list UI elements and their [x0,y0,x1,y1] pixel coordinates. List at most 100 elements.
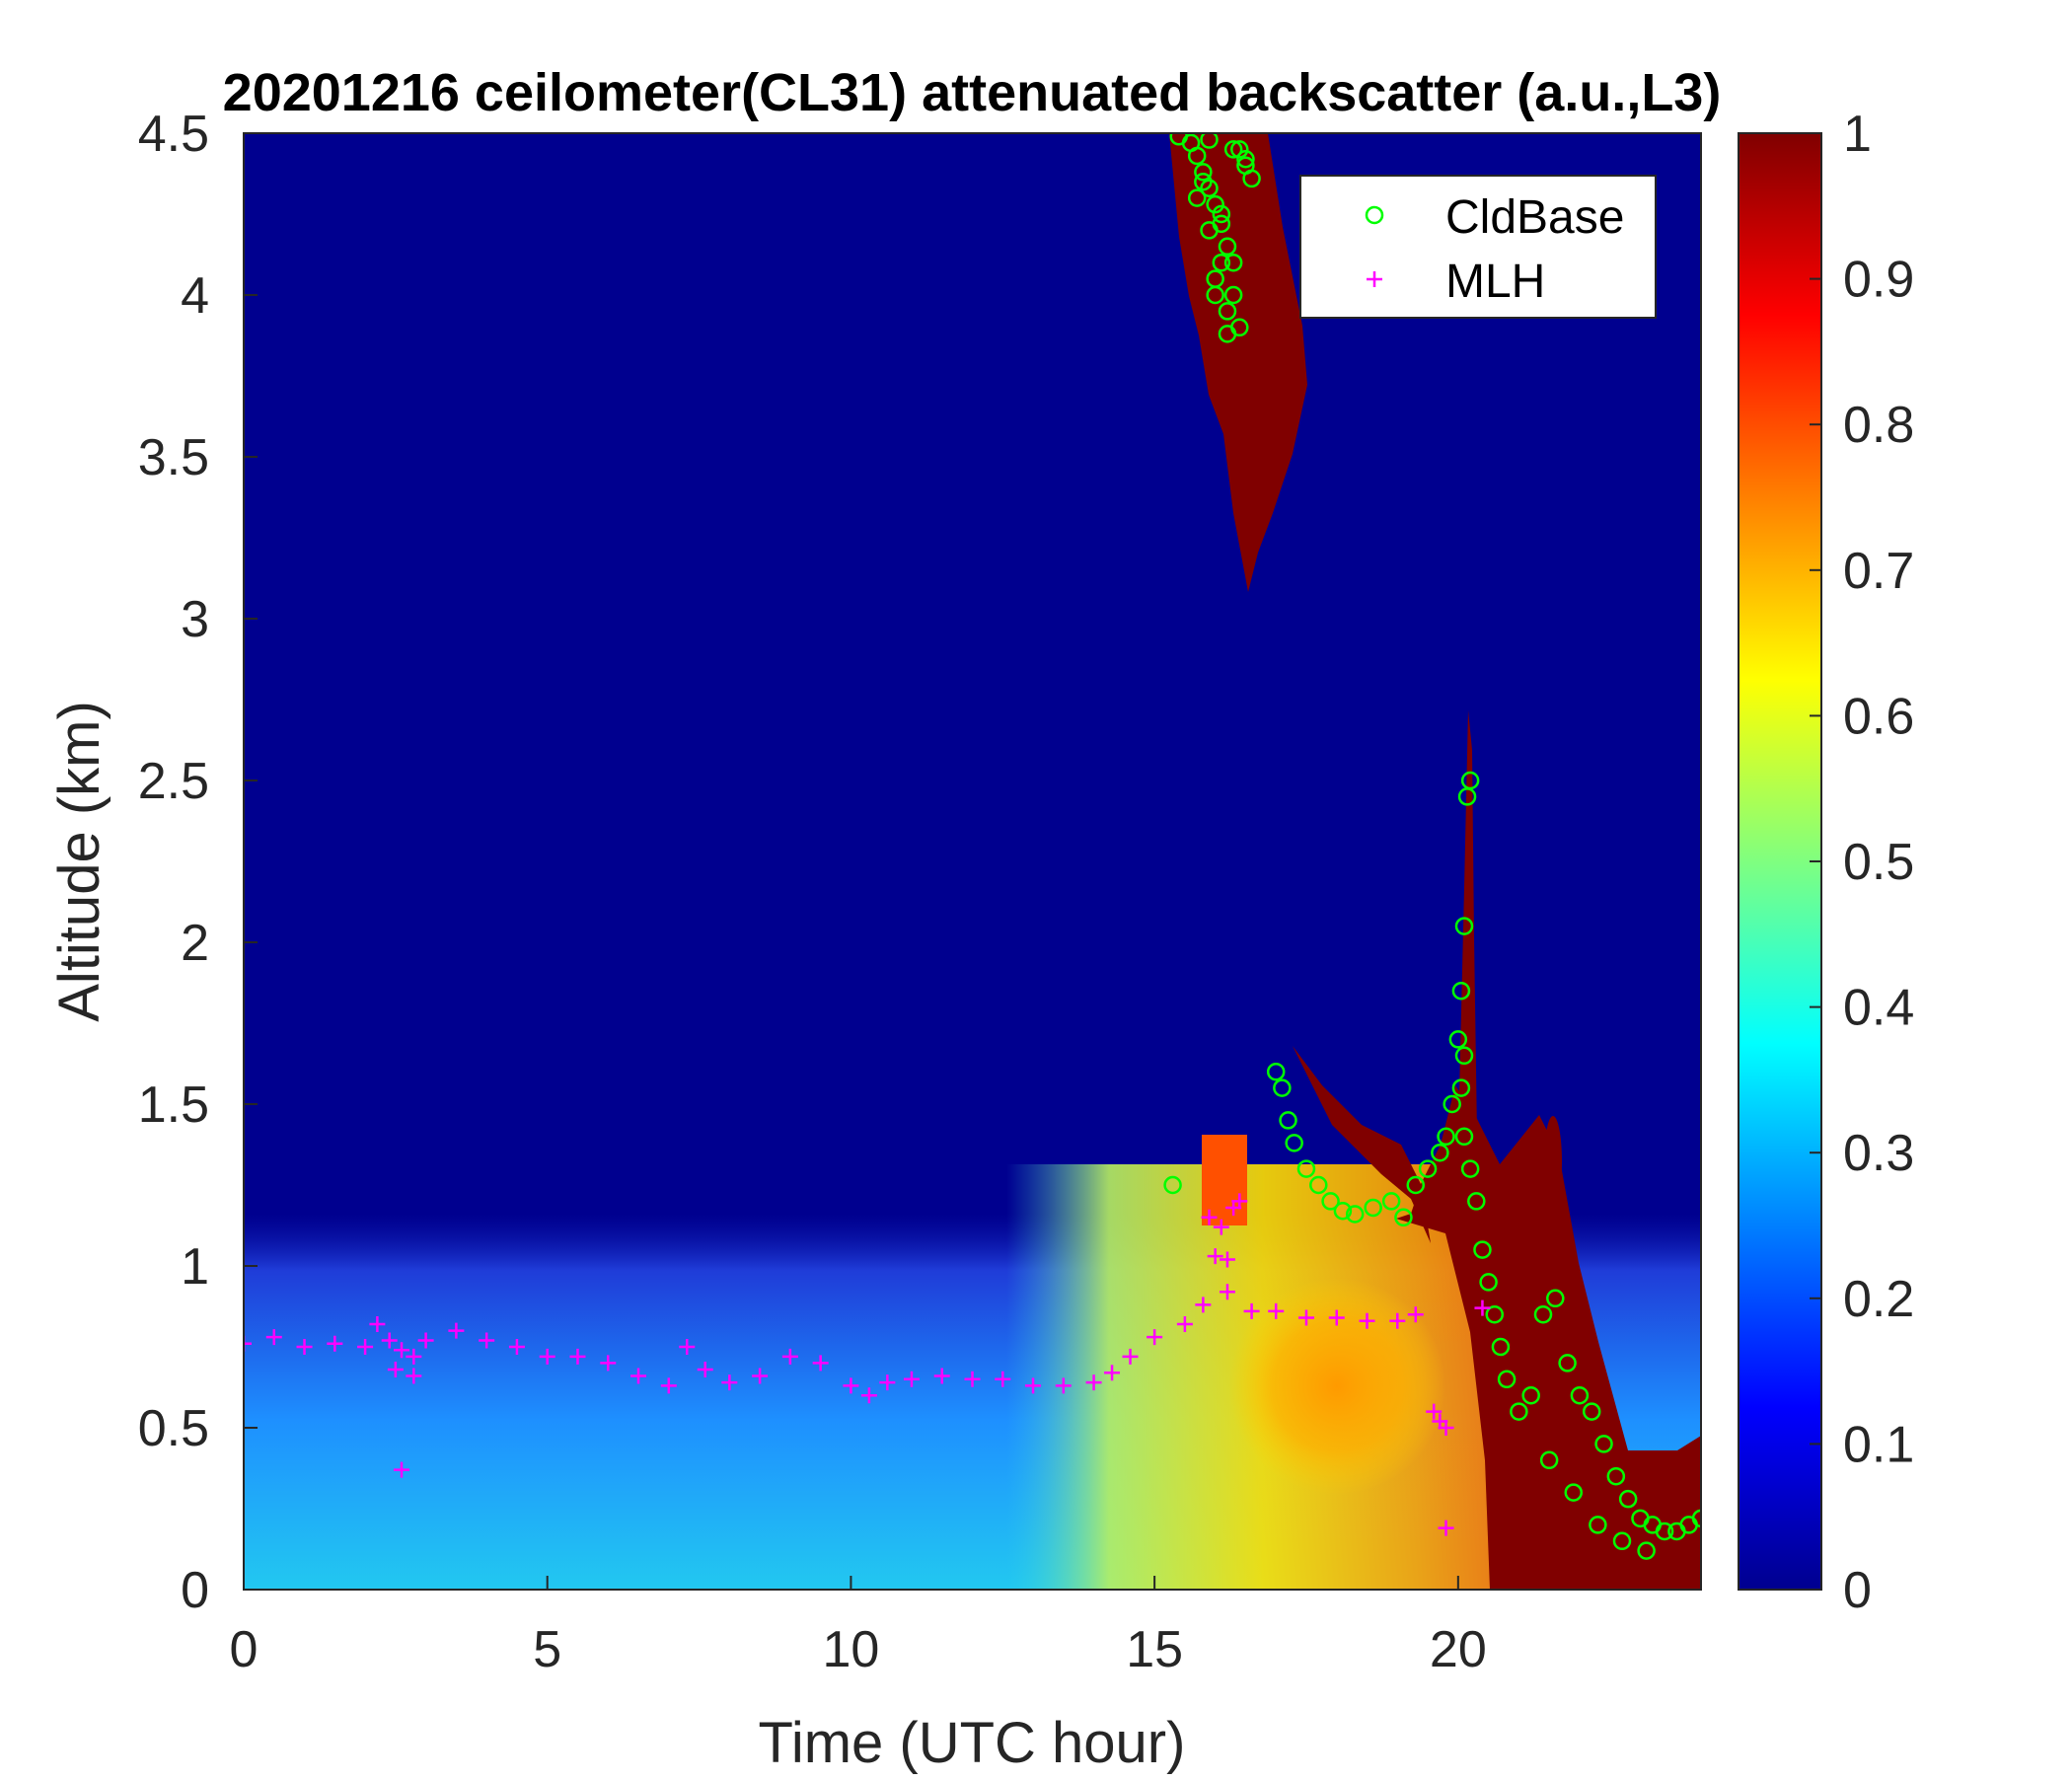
cldbase-point [1691,1509,1701,1528]
mlh-point [679,1339,696,1355]
mlh-point [1104,1365,1121,1381]
upper-cloud-region [1169,133,1307,592]
mlh-point [879,1374,896,1391]
mlh-point [296,1339,313,1355]
y-tick-label: 4 [181,267,209,325]
mlh-point [1297,1309,1314,1326]
colorbar-tick-label: 0.2 [1843,1271,1914,1328]
x-tick-label: 10 [822,1621,879,1678]
cldbase-point [1558,1354,1577,1373]
legend-box [1299,175,1657,319]
colorbar-tick-label: 0.1 [1843,1416,1914,1473]
cldbase-point [1187,146,1207,166]
y-tick-label: 3 [181,591,209,648]
colorbar-ticks: 0 0.1 0.2 0.3 0.4 0.5 0.6 0.7 0.8 0.9 1 [1810,106,1914,1619]
cldbase-point [1497,1370,1517,1389]
y-tick-label: 3.5 [138,429,209,486]
x-tick-label: 15 [1126,1621,1183,1678]
cldbase-point [1521,1385,1540,1405]
cldbase-point [1218,325,1237,343]
cldbase-point [1212,204,1231,224]
mlh-point [995,1371,1011,1387]
mlh-point [327,1335,343,1352]
cldbase-point [1223,285,1243,305]
cldbase-point [1285,1134,1303,1152]
mlh-point [406,1348,422,1365]
y-tick-label: 1.5 [138,1076,209,1134]
cldbase-point [1242,169,1261,188]
heatmap-layer [244,133,1701,1590]
mlh-point [539,1348,555,1365]
mlh-point [1389,1312,1406,1329]
mlh-point [933,1368,950,1384]
mlh-point [569,1348,586,1365]
cldbase-point [1485,1304,1505,1324]
mlh-point [1195,1297,1212,1313]
y-axis: 0 0.5 1 1.5 2 2.5 3 3.5 4 4.5 [138,106,258,1619]
cldbase-point [1454,1127,1474,1147]
chart-title: 20201216 ceilometer(CL31) attenuated bac… [223,63,1722,122]
cldbase-point [1443,1094,1461,1114]
cldbase-point [1451,981,1471,1001]
cldbase-point [1309,1175,1328,1195]
mlh-point [1213,1219,1229,1235]
mlh-point [964,1371,981,1387]
aerosol-hotspot [1228,1278,1445,1495]
mlh-point [406,1368,422,1384]
mlh-point [1231,1193,1248,1210]
x-axis-label: Time (UTC hour) [759,1711,1186,1775]
legend: CldBase MLH [1299,175,1657,319]
y-tick-label: 4.5 [138,106,209,163]
cldbase-point [1200,221,1219,240]
mlh-point [381,1332,398,1349]
y-axis-label: Altitude (km) [47,701,111,1022]
low-cloud-region [1396,1085,1701,1590]
colorbar-tick-label: 0.6 [1843,688,1914,745]
cldbase-point [1381,1192,1401,1211]
cldbase-point [1454,1046,1474,1066]
mlh-point [394,1342,410,1359]
cldbase-point [1582,1402,1601,1421]
legend-marker-mlh [1367,271,1382,287]
mlh-point [600,1355,617,1372]
mlh-point [417,1332,434,1349]
cldbase-point [1194,172,1213,191]
mlh-point [1207,1248,1223,1265]
legend-label-mlh: MLH [1445,256,1545,308]
mlh-point [1219,1251,1235,1268]
mlh-point [1243,1302,1260,1319]
series-cldbase [1163,133,1701,1560]
mlh-point [1407,1306,1424,1323]
mlh-point [843,1377,859,1394]
scatter-layer [244,133,1701,1560]
legend-marker-cldbase [1365,205,1384,225]
cldbase-point [1279,1111,1297,1130]
mlh-point [1176,1316,1193,1333]
cldbase-point [1431,1143,1449,1162]
cldbase-point [1594,1435,1613,1453]
mlh-point [387,1361,404,1377]
cldbase-point [1448,1030,1468,1049]
cldbase-point [1451,1078,1471,1097]
cldbase-point [1200,133,1219,149]
mlh-point [697,1361,713,1377]
small-cloud-patch [1544,1116,1562,1207]
mlh-point [1328,1309,1345,1326]
mlh-point [1474,1299,1491,1316]
mlh-point [630,1368,647,1384]
mlh-point [752,1368,769,1384]
cldbase-point [1612,1531,1632,1551]
cldbase-point [1546,1289,1565,1308]
mlh-point [265,1329,282,1346]
mlh-point [448,1322,465,1339]
mlh-point [369,1316,386,1333]
y-tick-label: 0.5 [138,1400,209,1457]
cldbase-point [1406,1175,1426,1195]
cldbase-point [1223,140,1243,159]
cldbase-point [1467,1192,1486,1211]
cloud-plume-spike [1458,710,1477,1135]
mlh-point [1055,1377,1072,1394]
colorbar-tick-label: 0.3 [1843,1125,1914,1182]
mlh-point [781,1348,798,1365]
